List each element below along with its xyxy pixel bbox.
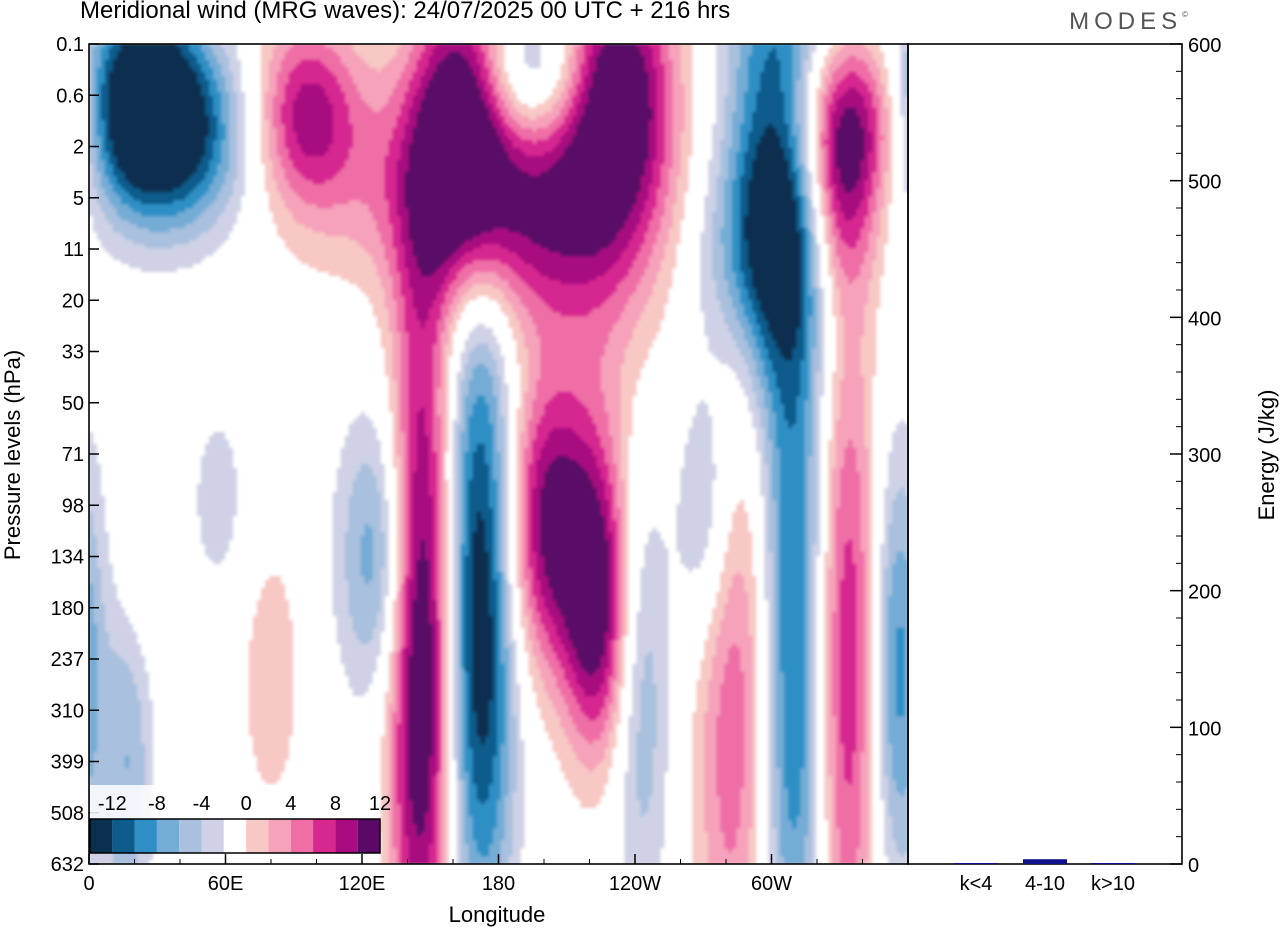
y-tick-label: 71 [62,444,84,466]
colorbar-swatch [246,819,269,853]
colorbar-swatch [357,819,380,853]
x-tick-label: 60E [208,873,244,895]
energy-panel: k<4 4-10 k>10 [907,43,1183,895]
colorbar-swatch [90,819,113,853]
energy-tick-label: 100 [1188,718,1221,740]
y-tick-label: 5 [73,188,84,210]
colorbar-swatch [112,819,135,853]
energy-bar-1 [1023,859,1067,864]
colorbar-label-backdrop [90,785,380,819]
x-tick-label: 0 [83,873,94,895]
colorbar-swatch [179,819,202,853]
y-axis-label: Pressure levels (hPa) [0,350,25,560]
x-tick-label: 120W [609,873,661,895]
energy-frame [907,43,1183,865]
y-tick-label: 20 [62,290,84,312]
x-axis-label: Longitude [449,902,546,927]
y-tick-label: 33 [62,342,84,364]
brand-name: MODES [1069,8,1183,35]
energy-category-label: 4-10 [1025,873,1065,895]
colorbar-label: -12 [98,793,127,815]
colorbar: -12 -8 -4 0 4 8 12 [89,785,391,854]
wind-contour-field [89,44,908,864]
colorbar-swatch [201,819,224,853]
chart-title: Meridional wind (MRG waves): 24/07/2025 … [80,0,731,24]
colorbar-swatch [268,819,291,853]
y-tick-label: 237 [51,649,84,671]
energy-tick-label: 500 [1188,172,1221,194]
colorbar-swatch [134,819,157,853]
colorbar-label: 4 [285,793,296,815]
energy-tick-label: 600 [1188,35,1221,57]
y-tick-label: 632 [51,854,84,876]
colorbar-swatch [223,819,247,853]
y-tick-label: 508 [51,803,84,825]
energy-tick-label: 0 [1188,855,1199,877]
energy-category-label: k<4 [960,873,993,895]
y-tick-label: 0.1 [56,34,84,56]
colorbar-swatch [156,819,180,853]
colorbar-label: 12 [369,793,391,815]
colorbar-frame [89,818,381,854]
x-tick-label: 120E [339,873,386,895]
x-tick-label: 180 [482,873,515,895]
colorbar-label: 0 [241,793,252,815]
colorbar-label: 8 [330,793,341,815]
energy-bar-0 [954,863,998,864]
colorbar-swatch [335,819,358,853]
colorbar-label: -8 [148,793,166,815]
energy-bar-2 [1091,863,1135,864]
y-tick-label: 134 [51,547,84,569]
meridional-wind-heatmap [88,43,909,865]
y-tick-label: 98 [62,495,84,517]
modes-logo: MODES© [1069,8,1188,36]
colorbar-label: -4 [193,793,211,815]
y-tick-label: 310 [51,700,84,722]
energy-category-label: k>10 [1091,873,1135,895]
y-tick-label: 0.6 [56,85,84,107]
y-tick-label: 50 [62,393,84,415]
x-tick-label: 60W [751,873,792,895]
copyright-mark: © [1182,10,1188,19]
energy-tick-label: 300 [1188,445,1221,467]
y-tick-label: 11 [63,239,84,261]
y-tick-label: 399 [51,752,84,774]
energy-axis-label: Energy (J/kg) [1254,390,1279,521]
y-tick-label: 2 [73,137,84,159]
energy-tick-label: 400 [1188,308,1221,330]
colorbar-swatch [313,819,336,853]
y-tick-label: 180 [51,598,84,620]
colorbar-swatch [290,819,314,853]
energy-tick-label: 200 [1188,582,1221,604]
